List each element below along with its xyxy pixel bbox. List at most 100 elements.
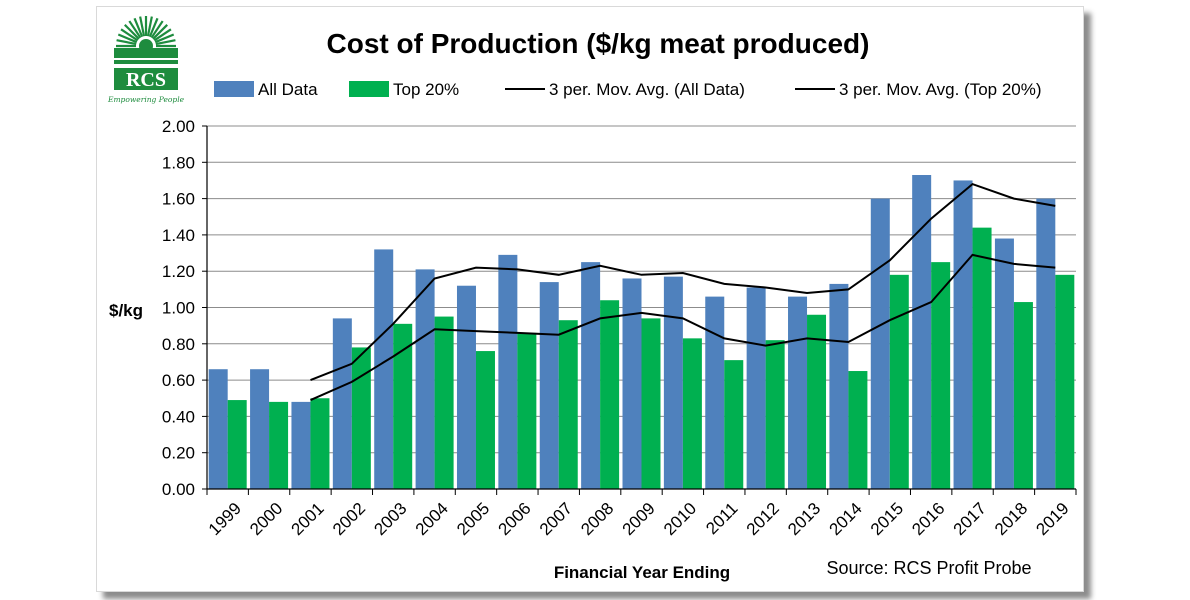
sun-ray-icon — [133, 17, 144, 38]
logo-text: RCS — [126, 69, 166, 91]
bar-all-data — [829, 283, 849, 489]
sun-ray-icon — [152, 24, 168, 40]
sun-ray-icon — [146, 16, 153, 37]
bars — [208, 175, 1075, 489]
bar-all-data — [415, 269, 435, 489]
x-tick-label: 2018 — [991, 499, 1031, 539]
sun-ray-icon — [150, 20, 164, 39]
moving-average-line — [310, 182, 1056, 382]
legend-swatch — [214, 81, 254, 97]
axes — [206, 126, 1076, 490]
bar-top-20- — [475, 351, 495, 489]
x-tick-label: 2002 — [329, 499, 369, 539]
x-tick-label: 2005 — [453, 499, 493, 539]
bar-all-data — [705, 296, 725, 489]
x-tick-label: 2017 — [950, 499, 990, 539]
sun-ray-icon — [155, 39, 176, 46]
y-tick-label: 2.00 — [162, 117, 195, 136]
bar-all-data — [498, 254, 518, 489]
bar-all-data — [953, 180, 973, 489]
chart-legend: All Data Top 20% 3 per. Mov. Avg. (All Dat… — [214, 80, 1042, 99]
bar-all-data — [208, 369, 228, 489]
legend-item: 3 per. Mov. Avg. (All Data) — [505, 80, 745, 99]
legend-label: All Data — [258, 80, 318, 99]
y-tick-label: 1.20 — [162, 262, 195, 281]
y-tick-label: 1.80 — [162, 153, 195, 172]
sun-ray-icon — [117, 33, 138, 44]
bar-all-data — [663, 276, 683, 489]
bar-all-data — [622, 278, 642, 489]
legend-label: 3 per. Mov. Avg. (All Data) — [549, 80, 745, 99]
bar-top-20- — [641, 318, 661, 489]
chart-title: Cost of Production ($/kg meat produced) — [327, 28, 870, 59]
bar-top-20- — [848, 371, 868, 489]
sun-rays-icon — [116, 16, 176, 48]
bar-all-data — [374, 249, 394, 489]
bar-top-20- — [558, 320, 578, 489]
bar-all-data — [870, 198, 890, 489]
x-tick-label: 2019 — [1032, 499, 1072, 539]
bar-all-data — [788, 296, 808, 489]
y-tick-label: 0.60 — [162, 371, 195, 390]
bar-all-data — [539, 282, 559, 489]
bar-all-data — [912, 175, 932, 489]
bar-top-20- — [1013, 302, 1033, 489]
y-tick-label: 1.40 — [162, 226, 195, 245]
bar-all-data — [1036, 198, 1056, 489]
ground-stripe-icon — [114, 48, 178, 58]
rcs-logo: RCS Empowering People — [104, 12, 188, 108]
legend-label: 3 per. Mov. Avg. (Top 20%) — [839, 80, 1042, 99]
logo-text-panel — [114, 68, 178, 90]
bar-top-20- — [517, 332, 537, 489]
sun-ray-icon — [116, 39, 137, 46]
x-tick-label: 2012 — [743, 499, 783, 539]
x-tick-label: 2015 — [867, 499, 907, 539]
x-axis-label: Financial Year Ending — [554, 563, 730, 582]
bar-top-20- — [682, 338, 702, 489]
bar-top-20- — [931, 262, 951, 489]
moving-average-line — [310, 253, 1056, 402]
sun-ray-icon — [139, 16, 146, 37]
bar-all-data — [250, 369, 270, 489]
y-tick-label: 0.40 — [162, 407, 195, 426]
x-tick-label: 2004 — [412, 499, 452, 539]
bar-top-20- — [1055, 274, 1075, 489]
bar-top-20- — [972, 227, 992, 489]
legend-swatch — [349, 81, 389, 97]
x-tick-label: 2010 — [660, 499, 700, 539]
x-axis-ticks: 1999 2000 2001 2002 2003 2004 2005 2006 2007 2008… — [205, 489, 1077, 539]
x-tick-label: 2016 — [908, 499, 948, 539]
sun-ray-icon — [124, 24, 140, 40]
y-axis-ticks: 0.00 0.20 0.40 0.60 0.80 1.00 1.20 1.40 1.60 1.80… — [162, 117, 195, 499]
bar-all-data — [994, 238, 1014, 489]
bar-top-20- — [227, 400, 247, 489]
sun-ray-icon — [120, 28, 139, 42]
source-note: Source: RCS Profit Probe — [826, 558, 1031, 578]
x-tick-label: 2003 — [370, 499, 410, 539]
bar-top-20- — [351, 347, 371, 489]
rcs-logo-graphic: RCS Empowering People — [107, 16, 185, 104]
y-tick-label: 0.80 — [162, 335, 195, 354]
y-tick-label: 1.60 — [162, 190, 195, 209]
x-tick-label: 2011 — [702, 499, 741, 538]
y-tick-label: 0.00 — [162, 480, 195, 499]
bar-top-20- — [434, 316, 454, 489]
bar-top-20- — [724, 360, 744, 489]
bar-all-data — [291, 401, 311, 489]
sun-ray-icon — [148, 17, 159, 38]
x-tick-label: 2013 — [784, 499, 824, 539]
x-tick-label: 1999 — [205, 499, 245, 539]
sun-ray-icon — [153, 28, 172, 42]
bar-top-20- — [889, 274, 909, 489]
sun-ray-icon — [154, 33, 175, 44]
bar-top-20- — [269, 401, 289, 489]
bar-top-20- — [600, 300, 620, 489]
bar-top-20- — [765, 340, 785, 489]
legend-item: Top 20% — [349, 80, 459, 99]
sun-ray-icon — [128, 20, 142, 39]
bar-all-data — [332, 318, 352, 489]
x-tick-label: 2007 — [536, 499, 576, 539]
bar-top-20- — [310, 398, 330, 489]
legend-item: All Data — [214, 80, 318, 99]
